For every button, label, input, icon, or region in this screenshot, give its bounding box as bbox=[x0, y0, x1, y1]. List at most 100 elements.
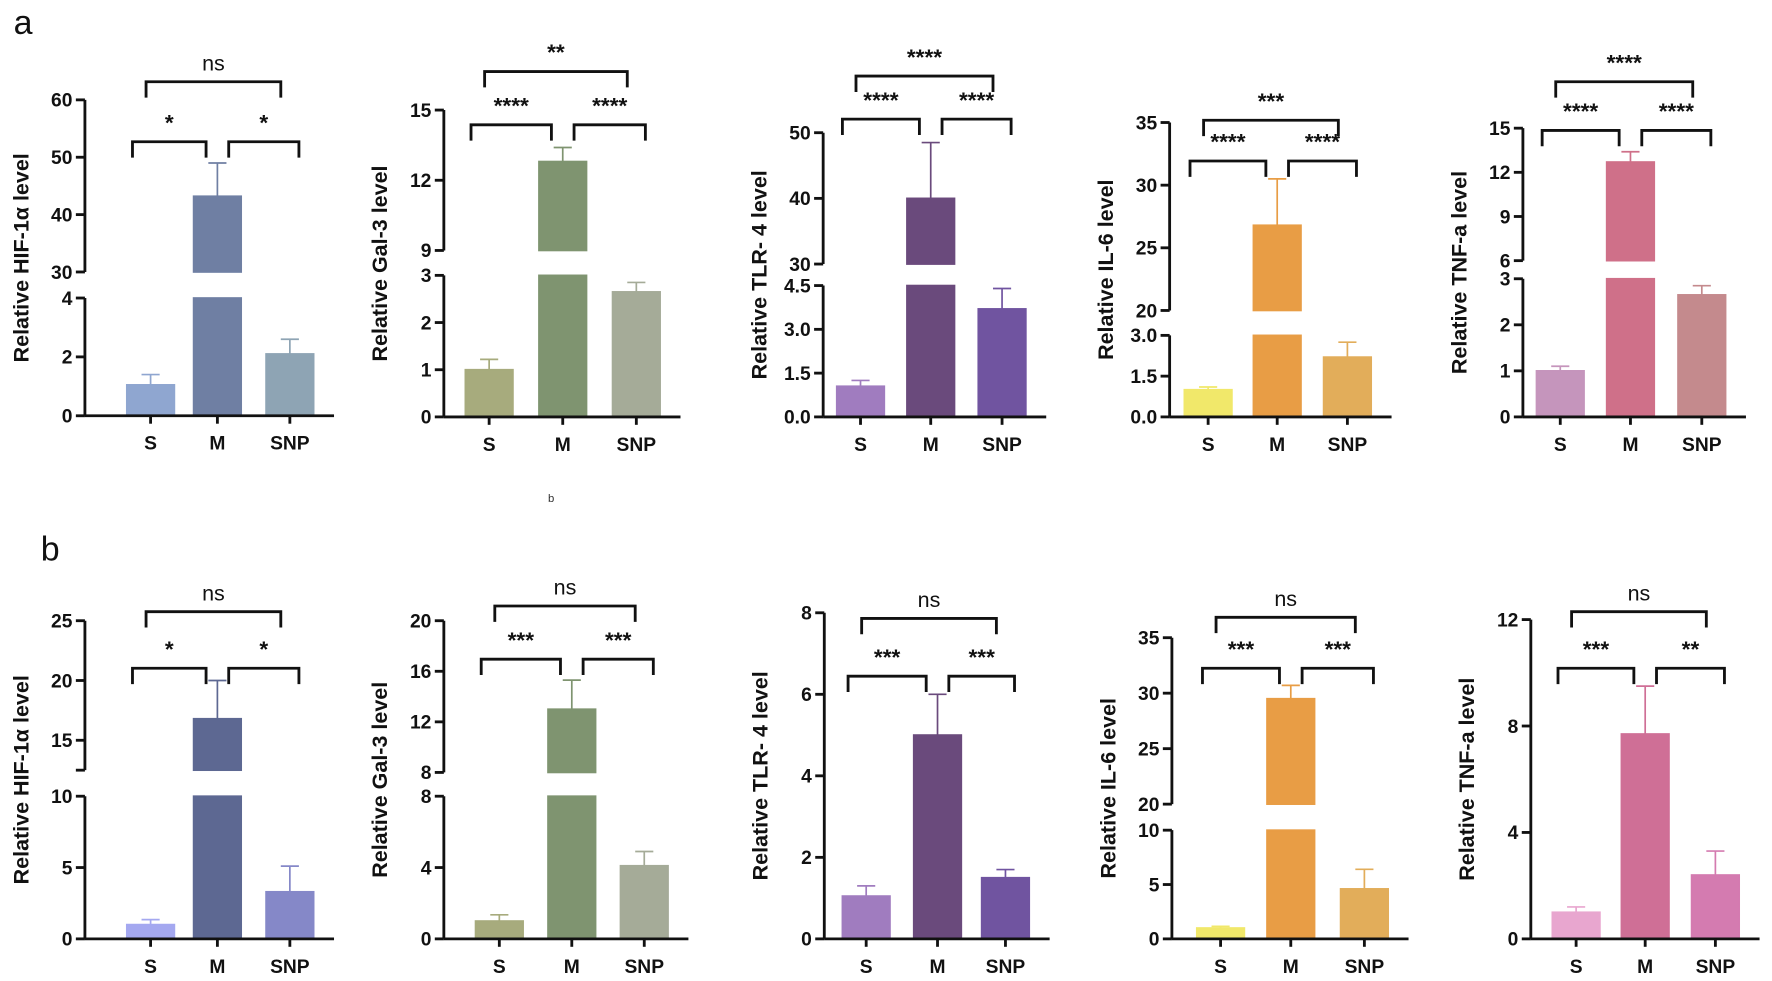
x-tick-label: SNP bbox=[1328, 435, 1368, 456]
y-tick-label: 12 bbox=[1489, 163, 1510, 184]
y-tick-label: 0 bbox=[1149, 930, 1160, 951]
x-tick-label: S bbox=[1214, 957, 1227, 978]
x-tick-label: M bbox=[564, 957, 580, 978]
x-tick-label: M bbox=[923, 435, 939, 456]
panel-label-a: a bbox=[14, 4, 33, 42]
x-tick-label: S bbox=[1570, 957, 1583, 978]
bar-M bbox=[538, 160, 588, 252]
bar-M bbox=[192, 297, 243, 417]
y-tick-label: 10 bbox=[51, 787, 72, 808]
x-tick-label: M bbox=[555, 435, 571, 456]
sig-m-vs-snp-bracket bbox=[227, 666, 301, 685]
bar-M bbox=[1252, 224, 1302, 312]
sig-s-vs-snp-bracket bbox=[144, 80, 283, 98]
y-axis-label: Relative TLR- 4 level bbox=[748, 170, 772, 379]
x-tick-label: M bbox=[1637, 957, 1653, 978]
sig-s-vs-snp-bracket bbox=[1554, 80, 1695, 98]
y-axis-label: Relative HIF-1α level bbox=[9, 675, 33, 884]
sig-m-vs-snp-label: *** bbox=[968, 645, 995, 670]
sig-s-vs-snp-label: ns bbox=[554, 576, 577, 600]
sig-s-vs-m-bracket bbox=[1188, 159, 1268, 177]
x-tick-label: SNP bbox=[624, 957, 664, 978]
y-axis-label: Relative TLR- 4 level bbox=[749, 671, 773, 880]
x-tick-label: M bbox=[1269, 435, 1285, 456]
y-tick-label: 30 bbox=[51, 263, 72, 284]
y-tick-label: 1 bbox=[1500, 362, 1511, 383]
sig-s-vs-snp-bracket bbox=[1202, 118, 1340, 137]
sig-m-vs-snp-bracket bbox=[1640, 129, 1713, 147]
y-tick-label: 30 bbox=[789, 255, 810, 276]
x-tick-label: M bbox=[209, 957, 225, 978]
y-tick-label: 0 bbox=[421, 930, 432, 951]
sig-m-vs-snp-label: **** bbox=[1659, 99, 1694, 124]
sig-s-vs-m-label: *** bbox=[508, 628, 535, 653]
bar-SNP bbox=[1339, 888, 1390, 940]
y-tick-label: 30 bbox=[1136, 176, 1157, 197]
y-tick-label: 0 bbox=[1500, 408, 1511, 429]
sig-s-vs-snp-bracket bbox=[1570, 610, 1708, 628]
y-tick-label: 4 bbox=[62, 289, 73, 310]
panel-label-b: b bbox=[41, 531, 60, 569]
y-tick-label: 25 bbox=[51, 612, 73, 633]
y-tick-label: 30 bbox=[1138, 684, 1159, 705]
x-tick-label: S bbox=[1202, 435, 1215, 456]
sig-s-vs-snp-bracket bbox=[860, 617, 998, 635]
y-tick-label: 0 bbox=[421, 408, 432, 429]
x-tick-label: S bbox=[493, 957, 506, 978]
sig-m-vs-snp-bracket bbox=[1655, 666, 1726, 685]
bar-M bbox=[1266, 697, 1316, 805]
bar-SNP bbox=[1690, 874, 1741, 940]
sig-s-vs-m-bracket bbox=[131, 140, 208, 158]
y-tick-label: 25 bbox=[1138, 739, 1160, 760]
bar-M bbox=[547, 708, 597, 774]
sig-m-vs-snp-bracket bbox=[947, 674, 1016, 693]
chart-a-3: 0.0 1.5 3.0 4.530 40 50 S M SNP Relative TLR- 4 l… bbox=[748, 45, 1047, 456]
y-tick-label: 35 bbox=[1136, 113, 1158, 134]
y-tick-label: 15 bbox=[1489, 119, 1511, 140]
x-tick-label: SNP bbox=[270, 434, 310, 455]
bar-M bbox=[547, 795, 597, 940]
y-axis-label: Relative TNF-a level bbox=[1455, 678, 1479, 881]
y-tick-label: 40 bbox=[51, 205, 72, 226]
x-tick-label: SNP bbox=[982, 435, 1022, 456]
x-tick-label: SNP bbox=[1682, 435, 1722, 456]
y-tick-label: 8 bbox=[801, 604, 812, 625]
bar-M bbox=[1605, 277, 1656, 418]
x-tick-label: S bbox=[860, 957, 873, 978]
chart-b-2: 0 4 8 8 12 16 20 S M SNP Relative Gal-3 level *** **… bbox=[368, 576, 689, 978]
y-tick-label: 25 bbox=[1136, 239, 1158, 260]
x-tick-label: M bbox=[930, 957, 946, 978]
sig-s-vs-m-label: **** bbox=[1210, 130, 1245, 155]
y-axis-label: Relative IL-6 level bbox=[1094, 179, 1118, 359]
bar-SNP bbox=[611, 291, 661, 418]
y-tick-label: 0 bbox=[62, 407, 73, 428]
y-tick-label: 1.5 bbox=[1130, 367, 1157, 388]
sig-m-vs-snp-label: **** bbox=[1305, 130, 1340, 155]
y-axis-label: Relative IL-6 level bbox=[1096, 698, 1120, 878]
bar-M bbox=[912, 734, 963, 940]
y-axis-label: Relative TNF-a level bbox=[1447, 171, 1471, 374]
y-tick-label: 3.0 bbox=[784, 320, 811, 341]
y-tick-label: 5 bbox=[1149, 875, 1160, 896]
bar-S bbox=[835, 385, 886, 418]
bar-SNP bbox=[265, 353, 315, 417]
bar-S bbox=[125, 384, 176, 417]
sig-s-vs-snp-label: *** bbox=[1258, 89, 1285, 114]
y-tick-label: 3.0 bbox=[1130, 326, 1157, 347]
bar-M bbox=[1266, 829, 1316, 940]
y-tick-label: 20 bbox=[51, 671, 72, 692]
y-tick-label: 4 bbox=[801, 767, 812, 788]
sig-m-vs-snp-label: *** bbox=[1325, 637, 1352, 662]
chart-b-3: 0 2 4 6 8 S M SNP Relative TLR- 4 level *** *** ns bbox=[749, 588, 1050, 978]
chart-b-4: 0 5 10 20 25 30 35 S M SNP Relative IL-6 level *** *… bbox=[1096, 587, 1409, 978]
bar-SNP bbox=[265, 890, 315, 940]
bar-S bbox=[1183, 388, 1233, 418]
y-tick-label: 10 bbox=[1138, 821, 1159, 842]
sig-m-vs-snp-bracket bbox=[1300, 666, 1375, 685]
bar-S bbox=[125, 923, 176, 940]
y-tick-label: 12 bbox=[410, 171, 431, 192]
x-tick-label: SNP bbox=[1696, 957, 1736, 978]
bar-S bbox=[1535, 370, 1585, 418]
bar-S bbox=[1551, 911, 1601, 940]
